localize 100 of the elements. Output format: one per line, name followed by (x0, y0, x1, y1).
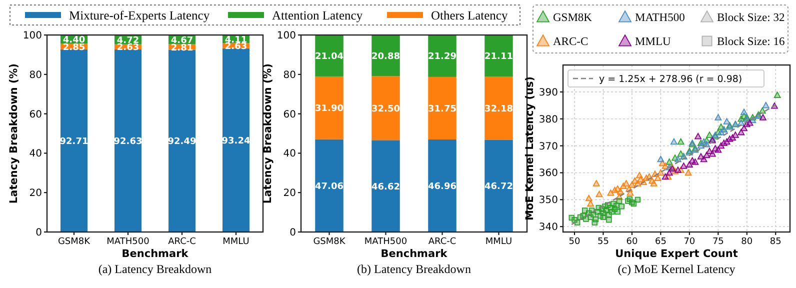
legend-label: MATH500 (635, 12, 686, 24)
legend-label: ARC-C (553, 36, 588, 48)
bar (428, 35, 456, 77)
x-tick-label: ARC-C (168, 237, 196, 247)
point (760, 114, 766, 120)
point (674, 156, 682, 162)
data-label: 46.96 (428, 182, 456, 192)
y-tick-label: 40 (29, 148, 42, 160)
point (634, 196, 641, 203)
x-tick-label: GSM8K (313, 237, 346, 247)
x-axis-title: Benchmark (122, 248, 190, 260)
bar (315, 139, 344, 232)
x-tick-label: MMLU (485, 237, 512, 247)
point (714, 146, 722, 153)
x-axis-title: Unique Expert Count (615, 248, 738, 260)
x-tick-label: ARC-C (428, 237, 456, 247)
point (592, 180, 600, 186)
point (732, 132, 739, 138)
bar (114, 50, 142, 232)
data-label: 46.62 (372, 182, 400, 192)
point (746, 119, 754, 126)
point (686, 161, 693, 168)
bar (372, 140, 400, 232)
data-label: 21.11 (484, 52, 513, 62)
x-tick-label: 70 (684, 237, 696, 247)
legend-label: y = 1.25x + 278.96 (r = 0.98) (599, 74, 742, 85)
bar (484, 34, 513, 77)
point (592, 220, 598, 226)
point (583, 216, 589, 222)
bar (484, 76, 513, 140)
y-tick-label: 60 (283, 109, 296, 120)
x-axis-title: Benchmark (380, 248, 448, 260)
point (626, 189, 634, 196)
point (692, 158, 699, 165)
legend-label: Block Size: 32 (717, 12, 785, 24)
point (700, 156, 708, 162)
bar (315, 35, 344, 76)
bar (315, 76, 344, 140)
point (616, 198, 622, 204)
point (670, 138, 678, 145)
point (654, 174, 662, 181)
x-tick-label: 75 (712, 237, 724, 247)
point (587, 200, 594, 207)
data-label: 21.29 (428, 52, 456, 62)
point (650, 180, 658, 186)
point (774, 92, 781, 98)
y-axis-title: Latency Breakdown (%) (8, 63, 20, 204)
x-tick-label: MMLU (222, 237, 250, 247)
bar (372, 76, 400, 140)
point (666, 158, 673, 165)
y-tick-label: 340 (538, 222, 558, 234)
x-tick-label: 55 (598, 237, 609, 247)
point (618, 204, 624, 210)
y-tick-label: 40 (283, 148, 296, 160)
legend-label: Attention Latency (272, 8, 364, 22)
x-tick-label: 60 (626, 237, 638, 247)
y-tick-label: 390 (538, 87, 558, 98)
point (674, 166, 682, 173)
data-label: 20.88 (372, 52, 400, 62)
point (582, 208, 588, 214)
bar (428, 139, 456, 232)
data-label: 92.71 (60, 136, 88, 147)
y-tick-label: 360 (538, 168, 558, 180)
point (596, 190, 603, 198)
text: (b) Latency Breakdown (357, 262, 471, 276)
x-tick-label: 65 (654, 237, 666, 247)
point (666, 169, 673, 176)
point (657, 169, 664, 176)
data-label: 32.50 (372, 104, 400, 114)
x-tick-label: 80 (741, 237, 753, 247)
legend-label: Block Size: 16 (717, 36, 785, 48)
y-tick-label: 80 (29, 70, 42, 81)
point (614, 208, 620, 215)
point (684, 169, 692, 176)
point (607, 189, 614, 196)
point (606, 217, 612, 223)
bar (60, 49, 88, 232)
data-label: 92.63 (114, 137, 142, 147)
point (677, 138, 684, 145)
y-tick-label: 370 (538, 141, 558, 152)
point (617, 188, 624, 194)
point (585, 194, 592, 202)
legend-label: GSM8K (553, 12, 593, 24)
point (622, 180, 630, 186)
text: (a) Latency Breakdown (98, 262, 212, 276)
x-tick-label: 85 (770, 237, 782, 247)
bar (428, 76, 456, 140)
point (740, 108, 748, 115)
data-label: 93.24 (222, 136, 250, 146)
y-tick-label: 0 (290, 228, 296, 238)
point (662, 173, 669, 180)
x-tick-label: 50 (568, 237, 580, 247)
text: (c) MoE Kernel Latency (618, 262, 736, 276)
legend-label: Others Latency (431, 8, 508, 22)
data-label: 21.04 (315, 52, 344, 62)
y-tick-label: 20 (283, 188, 296, 200)
x-tick-label: GSM8K (58, 237, 92, 247)
bar (168, 50, 196, 232)
y-tick-label: 0 (36, 228, 42, 238)
point (657, 156, 664, 162)
